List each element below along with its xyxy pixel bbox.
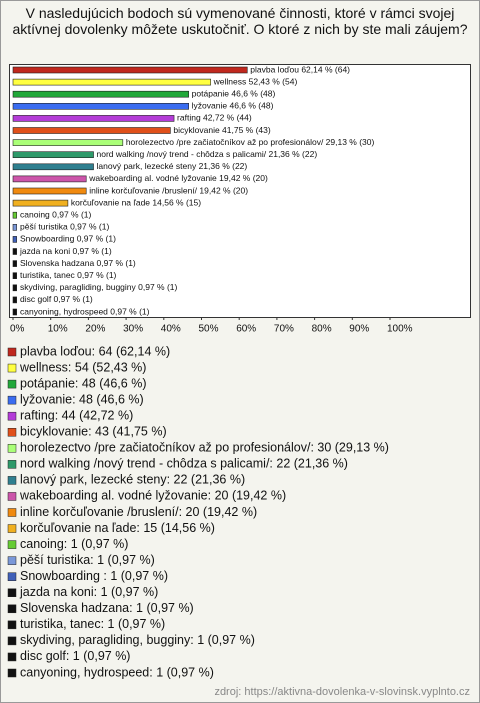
x-tick-label: 80% xyxy=(312,324,332,335)
legend-swatch xyxy=(7,636,17,646)
value-label: canyoning, hydrospeed 0,97 % (1) xyxy=(20,306,150,316)
value-label: bicyklovanie 41,75 % (43) xyxy=(173,125,271,135)
bar xyxy=(12,272,17,280)
source: zdroj: https://aktivna-dovolenka-v-slovi… xyxy=(214,686,470,698)
legend-label: rafting: 44 (42,72 %) xyxy=(20,408,133,422)
legend-label: potápanie: 48 (46,6 %) xyxy=(20,376,146,390)
x-tick-label: 50% xyxy=(199,324,219,335)
x-tick-label: 40% xyxy=(161,324,181,335)
bar xyxy=(12,66,248,74)
x-tick-label: 20% xyxy=(85,324,105,335)
value-label: wakeboarding al. vodné lyžovanie 19,42 %… xyxy=(88,173,268,183)
value-label: Slovenska hadzana 0,97 % (1) xyxy=(20,258,136,268)
bar xyxy=(12,163,94,171)
bar xyxy=(12,211,17,219)
bar xyxy=(12,260,17,267)
bar xyxy=(12,103,189,110)
legend-label: plavba loďou: 64 (62,14 %) xyxy=(20,344,170,358)
legend-label: wakeboarding al. vodné lyžovanie: 20 (19… xyxy=(19,489,286,503)
value-label: horolezectvo /pre začiatočníkov až po pr… xyxy=(126,137,375,147)
x-tick-label: 0% xyxy=(10,324,25,335)
bar xyxy=(12,175,87,183)
legend-swatch xyxy=(7,540,17,549)
bar xyxy=(12,296,17,304)
legend-label: lanový park, lezecké steny: 22 (21,36 %) xyxy=(20,473,245,487)
value-label: korčuľovanie na ľade 14,56 % (15) xyxy=(71,197,201,207)
legend-label: canoing: 1 (0,97 %) xyxy=(20,537,128,551)
x-tick-label: 10% xyxy=(48,324,68,335)
legend-swatch xyxy=(7,347,17,357)
legend-label: nord walking /nový trend - chôdza s pali… xyxy=(20,457,348,471)
value-label: nord walking /nový trend - chôdza s pali… xyxy=(97,149,318,159)
x-tick-label: 70% xyxy=(274,324,294,335)
legend-swatch xyxy=(7,572,17,581)
legend-swatch xyxy=(7,395,17,405)
value-label: wellness 52,43 % (54) xyxy=(213,76,298,86)
x-tick-label: 60% xyxy=(236,324,256,335)
legend-swatch xyxy=(7,411,17,421)
value-label: canoing 0,97 % (1) xyxy=(20,209,92,219)
value-label: lyžovanie 46,6 % (48) xyxy=(192,101,274,111)
x-tick-label: 100% xyxy=(387,324,413,335)
x-tick-label: 90% xyxy=(349,324,369,335)
value-label: lanový park, lezecké steny 21,36 % (22) xyxy=(97,161,248,171)
x-tick-label: 30% xyxy=(123,324,143,335)
legend-swatch xyxy=(7,524,17,533)
bar xyxy=(12,151,94,158)
legend-label: horolezectvo /pre začiatočníkov až po pr… xyxy=(20,441,389,455)
value-label: jazda na koni 0,97 % (1) xyxy=(19,246,112,256)
legend-swatch xyxy=(7,363,17,373)
bar xyxy=(12,127,171,134)
value-label: plavba loďou 62,14 % (64) xyxy=(250,64,350,74)
legend-label: pěší turistika: 1 (0,97 %) xyxy=(20,553,155,567)
value-label: inline korčuľovanie /bruslení/ 19,42 % (… xyxy=(89,185,248,195)
bar xyxy=(12,139,124,146)
legend-swatch xyxy=(7,508,17,517)
legend-label: Slovenska hadzana: 1 (0,97 %) xyxy=(20,601,194,615)
bar xyxy=(12,90,189,98)
legend-swatch xyxy=(7,492,17,501)
legend-label: lyžovanie: 48 (46,6 %) xyxy=(20,392,144,406)
legend-swatch xyxy=(7,428,17,437)
legend-label: wellness: 54 (52,43 %) xyxy=(19,360,146,374)
legend-label: korčuľovanie na ľade: 15 (14,56 %) xyxy=(20,521,215,535)
value-label: Snowboarding 0,97 % (1) xyxy=(20,234,116,244)
legend-label: inline korčuľovanie /bruslení/: 20 (19,4… xyxy=(20,505,257,519)
value-label: rafting 42,72 % (44) xyxy=(177,113,252,123)
legend-swatch xyxy=(7,476,17,485)
legend-swatch xyxy=(7,652,17,662)
legend-swatch xyxy=(7,379,17,389)
legend-swatch xyxy=(7,604,17,614)
legend-label: disc golf: 1 (0,97 %) xyxy=(20,649,130,663)
legend-label: canyoning, hydrospeed: 1 (0,97 %) xyxy=(20,665,214,679)
bar xyxy=(12,78,211,86)
value-label: skydiving, paragliding, bugginy 0,97 % (… xyxy=(20,282,178,292)
legend-swatch xyxy=(7,556,17,565)
bar xyxy=(12,199,69,207)
bar xyxy=(12,115,175,122)
legend-swatch xyxy=(7,444,17,453)
legend-swatch xyxy=(7,668,17,678)
bar xyxy=(12,248,17,255)
chart-title: V nasledujúcich bodoch sú vymenované čin… xyxy=(12,5,467,37)
bar xyxy=(12,187,87,195)
value-label: disc golf 0,97 % (1) xyxy=(20,294,93,304)
value-label: pěší turistika 0,97 % (1) xyxy=(20,222,109,232)
legend-swatch xyxy=(7,460,17,469)
legend-swatch xyxy=(7,588,17,597)
value-label: potápanie 46,6 % (48) xyxy=(192,88,276,98)
legend-swatch xyxy=(7,620,17,630)
value-label: turistika, tanec 0,97 % (1) xyxy=(20,270,117,280)
bar xyxy=(12,224,17,231)
legend-label: turistika, tanec: 1 (0,97 %) xyxy=(20,617,165,631)
bar xyxy=(12,236,17,243)
legend-label: jazda na koni: 1 (0,97 %) xyxy=(19,585,158,599)
legend-label: Snowboarding : 1 (0,97 %) xyxy=(20,569,168,583)
bar xyxy=(12,308,17,316)
legend-label: skydiving, paragliding, bugginy: 1 (0,97… xyxy=(20,633,255,647)
legend-label: bicyklovanie: 43 (41,75 %) xyxy=(20,425,167,439)
bar xyxy=(12,284,17,292)
